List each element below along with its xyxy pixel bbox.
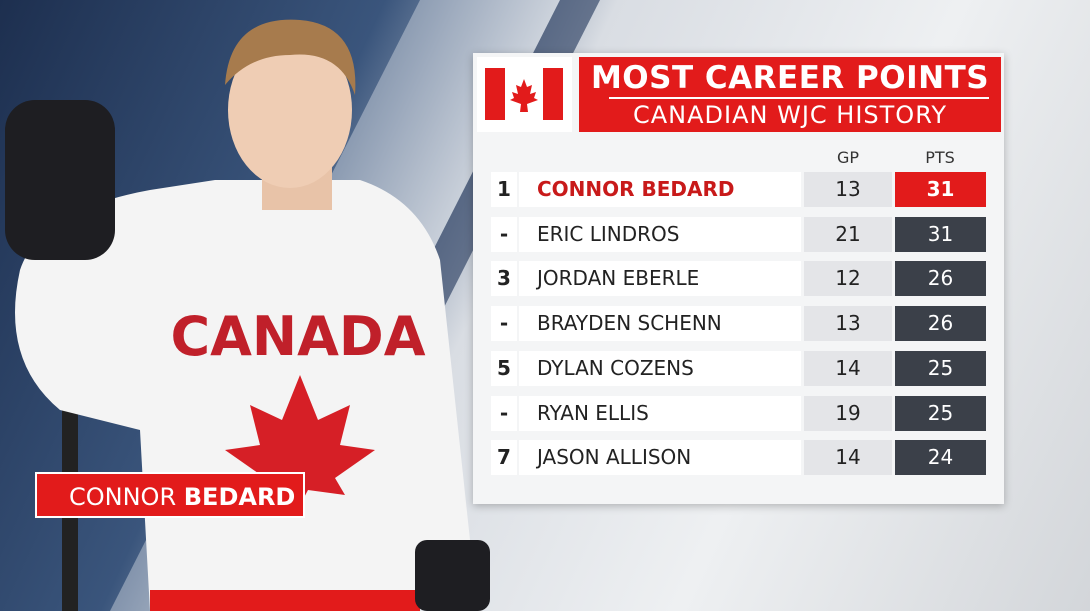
jersey-stripe	[150, 590, 420, 611]
points: 25	[895, 350, 986, 386]
player-name: JASON ALLISON	[519, 440, 801, 476]
first-name: CONNOR	[69, 483, 177, 511]
player-name: CONNOR BEDARD	[519, 172, 801, 207]
points: 31	[895, 172, 986, 207]
rank: 1	[491, 172, 517, 207]
name-plate: CONNOR BEDARD	[35, 472, 305, 518]
glove-right	[415, 540, 490, 611]
points: 25	[895, 395, 986, 431]
jersey-text: CANADA	[170, 305, 425, 368]
rank: 7	[491, 440, 517, 476]
rank: -	[491, 306, 517, 342]
games-played: 21	[804, 216, 892, 252]
header: MOST CAREER POINTS CANADIAN WJC HISTORY	[579, 57, 1001, 132]
games-played: 13	[804, 306, 892, 342]
flag-box	[477, 57, 572, 132]
player-name: RYAN ELLIS	[519, 395, 801, 431]
games-played: 14	[804, 440, 892, 476]
points: 26	[895, 261, 986, 297]
flag	[485, 68, 563, 120]
games-played: 19	[804, 395, 892, 431]
hair	[225, 19, 356, 95]
divider	[609, 97, 989, 99]
points: 24	[895, 440, 986, 476]
subtitle: CANADIAN WJC HISTORY	[632, 101, 947, 129]
games-played: 13	[804, 172, 892, 207]
games-played: 14	[804, 350, 892, 386]
rank: -	[491, 395, 517, 431]
column-header: GP	[836, 148, 860, 167]
last-name: BEDARD	[183, 483, 296, 511]
player-name: JORDAN EBERLE	[519, 261, 801, 297]
glove	[5, 100, 115, 260]
face	[228, 32, 352, 188]
rank: 3	[491, 261, 517, 297]
rank: -	[491, 216, 517, 252]
column-header: PTS	[925, 148, 955, 167]
player-name: ERIC LINDROS	[519, 216, 801, 252]
player-name: DYLAN COZENS	[519, 350, 801, 386]
games-played: 12	[804, 261, 892, 297]
rank: 5	[491, 350, 517, 386]
jersey	[15, 180, 470, 611]
player-name: BRAYDEN SCHENN	[519, 306, 801, 342]
points: 31	[895, 216, 986, 252]
points: 26	[895, 306, 986, 342]
title: MOST CAREER POINTS	[590, 60, 990, 96]
